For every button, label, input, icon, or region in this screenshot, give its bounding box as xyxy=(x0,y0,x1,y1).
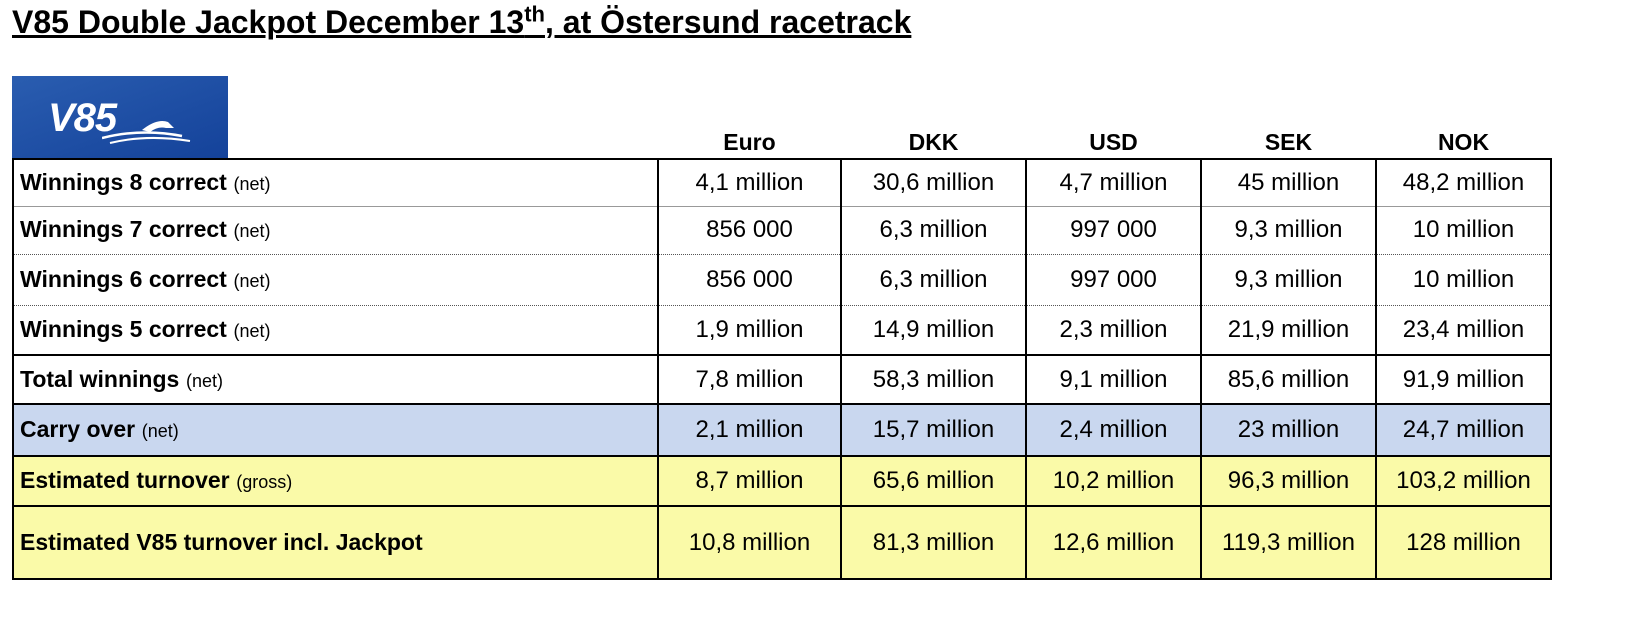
value-cell: 12,6 million xyxy=(1025,506,1202,580)
table-row: Estimated V85 turnover incl. Jackpot 10,8… xyxy=(12,506,1552,580)
value-cell: 10,2 million xyxy=(1025,456,1202,507)
row-note: (net) xyxy=(233,221,271,241)
corner xyxy=(13,125,658,159)
value-cell: 96,3 million xyxy=(1200,456,1377,507)
row-label: Estimated turnover xyxy=(20,467,230,493)
row-label: Winnings 7 correct xyxy=(20,216,227,242)
row-label-cell: Winnings 7 correct (net) xyxy=(12,206,659,255)
value-cell: 7,8 million xyxy=(657,355,842,405)
row-note: (net) xyxy=(233,320,271,341)
table-row: Total winnings (net) 7,8 million 58,3 mill… xyxy=(12,355,1552,405)
value-cell: 23 million xyxy=(1200,404,1377,457)
table-row: Estimated turnover (gross) 8,7 million 65,… xyxy=(12,456,1552,507)
row-label: Estimated V85 turnover incl. Jackpot xyxy=(20,528,423,555)
value-cell: 6,3 million xyxy=(840,254,1027,306)
row-label-cell: Winnings 6 correct (net) xyxy=(12,254,659,306)
value-cell: 10 million xyxy=(1375,254,1552,306)
header-row: Euro DKK USD SEK NOK xyxy=(13,125,1551,159)
row-label: Winnings 6 correct xyxy=(20,265,227,292)
value-cell: 10,8 million xyxy=(657,506,842,580)
table-row: Winnings 5 correct (net) 1,9 million 14,9 … xyxy=(12,305,1552,356)
column-header: USD xyxy=(1089,129,1138,155)
value-cell: 4,1 million xyxy=(657,158,842,207)
table-row: Winnings 7 correct (net) 856 000 6,3 milli… xyxy=(12,206,1552,255)
row-note: (net) xyxy=(185,370,223,391)
value-cell: 128 million xyxy=(1375,506,1552,580)
column-header: NOK xyxy=(1437,129,1490,155)
value-cell: 997 000 xyxy=(1025,206,1202,255)
row-label: Total winnings xyxy=(20,365,180,392)
value-cell: 58,3 million xyxy=(840,355,1027,405)
value-cell: 2,1 million xyxy=(657,404,842,457)
row-label: Winnings 8 correct xyxy=(20,168,227,195)
value-cell: 30,6 million xyxy=(840,158,1027,207)
value-cell: 65,6 million xyxy=(840,456,1027,507)
title-main: V85 Double Jackpot December 13 xyxy=(12,4,525,40)
table-row: Winnings 8 correct (net) 4,1 million 30,6 … xyxy=(12,158,1552,207)
value-cell: 9,1 million xyxy=(1025,355,1202,405)
value-cell: 85,6 million xyxy=(1200,355,1377,405)
row-label-cell: Carry over (net) xyxy=(12,404,659,457)
row-note: (net) xyxy=(141,421,179,441)
table-row: Carry over (net) 2,1 million 15,7 million 2… xyxy=(12,404,1552,457)
value-cell: 21,9 million xyxy=(1200,305,1377,356)
value-cell: 2,4 million xyxy=(1025,404,1202,457)
title-rest: , at Östersund racetrack xyxy=(544,4,912,40)
logo-text: V85 xyxy=(48,96,117,140)
value-cell: 2,3 million xyxy=(1025,305,1202,356)
value-cell: 91,9 million xyxy=(1375,355,1552,405)
value-cell: 15,7 million xyxy=(840,404,1027,457)
row-label-cell: Winnings 5 correct (net) xyxy=(12,305,659,356)
row-note: (net) xyxy=(233,270,271,291)
value-cell: 23,4 million xyxy=(1375,305,1552,356)
title: V85 Double Jackpot December 13th, at Öst… xyxy=(12,1,912,41)
value-cell: 45 million xyxy=(1200,158,1377,207)
value-cell: 8,7 million xyxy=(657,456,842,507)
row-label-cell: Winnings 8 correct (net) xyxy=(12,158,659,207)
row-label-cell: Estimated turnover (gross) xyxy=(12,456,659,507)
value-cell: 10 million xyxy=(1375,206,1552,255)
column-header: DKK xyxy=(908,129,959,155)
value-cell: 48,2 million xyxy=(1375,158,1552,207)
row-label-cell: Estimated V85 turnover incl. Jackpot xyxy=(12,506,659,580)
value-cell: 997 000 xyxy=(1025,254,1202,306)
row-label: Winnings 5 correct xyxy=(20,315,227,342)
row-label-cell: Total winnings (net) xyxy=(12,355,659,405)
value-cell: 9,3 million xyxy=(1200,206,1377,255)
value-cell: 4,7 million xyxy=(1025,158,1202,207)
value-cell: 1,9 million xyxy=(657,305,842,356)
column-header: SEK xyxy=(1264,129,1313,155)
value-cell: 9,3 million xyxy=(1200,254,1377,306)
results-table: Euro DKK USD SEK NOK Winnings 8 correct (net… xyxy=(12,125,1552,580)
column-header: Euro xyxy=(723,129,776,155)
value-cell: 14,9 million xyxy=(840,305,1027,356)
value-cell: 119,3 million xyxy=(1200,506,1377,580)
value-cell: 24,7 million xyxy=(1375,404,1552,457)
row-note: (gross) xyxy=(236,472,293,492)
row-note: (net) xyxy=(233,173,271,194)
logo: V85 xyxy=(12,76,228,158)
row-label: Carry over xyxy=(20,416,136,442)
value-cell: 856 000 xyxy=(657,206,842,255)
value-cell: 856 000 xyxy=(657,254,842,306)
table-row: Winnings 6 correct (net) 856 000 6,3 milli… xyxy=(12,254,1552,306)
value-cell: 103,2 million xyxy=(1375,456,1552,507)
title-sup: th xyxy=(524,1,545,27)
value-cell: 81,3 million xyxy=(840,506,1027,580)
value-cell: 6,3 million xyxy=(840,206,1027,255)
logo-swoosh xyxy=(102,121,191,144)
